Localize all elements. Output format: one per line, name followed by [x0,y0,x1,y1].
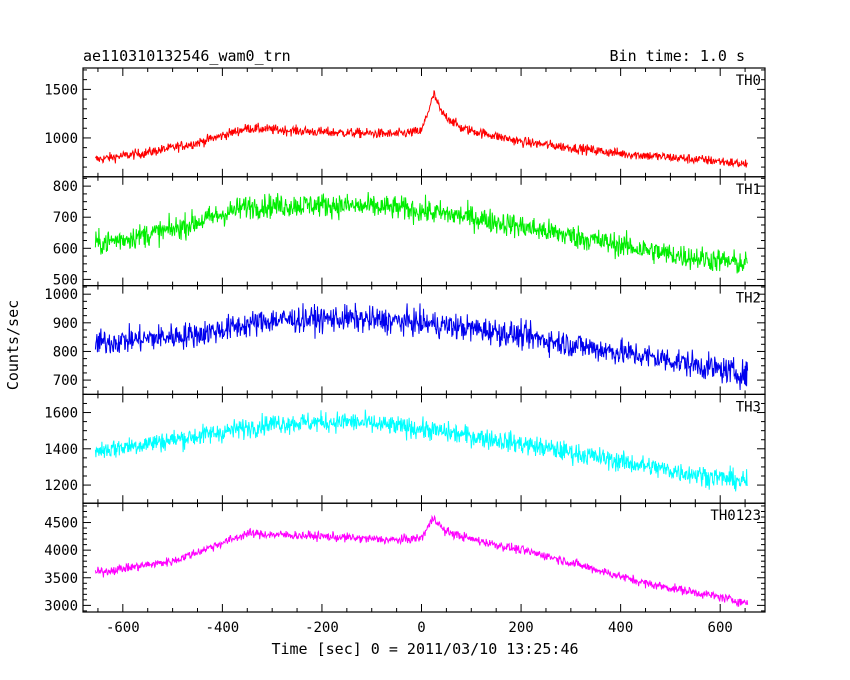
panel-th2-frame [82,285,766,396]
y-tick-label: 600 [53,241,78,257]
y-axis-label: Counts/sec [4,300,22,390]
y-tick-label: 1200 [44,478,78,494]
panel-th2-label: TH2 [736,291,761,307]
series-th2-line [94,302,749,391]
y-tick-label: 1500 [44,82,78,98]
x-tick-label: 0 [417,620,425,636]
y-tick-label: 4500 [44,516,78,532]
y-tick-label: 900 [53,316,78,332]
y-tick-label: 800 [53,179,78,195]
panel-th0-label: TH0 [736,73,761,89]
plot-title: ae110310132546_wam0_trn [83,47,291,65]
y-tick-label: 800 [53,344,78,360]
bin-time-label: Bin time: 1.0 s [610,47,745,65]
x-tick-label: 200 [508,620,533,636]
y-tick-label: 700 [53,210,78,226]
y-tick-label: 3000 [44,598,78,614]
series-th0123-line [94,514,749,608]
y-tick-label: 1000 [44,287,78,303]
y-tick-label: 1400 [44,442,78,458]
y-tick-label: 3500 [44,571,78,587]
panel-th3-frame [82,393,766,504]
y-tick-label: 700 [53,373,78,389]
panel-th3-label: TH3 [736,399,761,415]
y-tick-label: 1600 [44,406,78,422]
x-axis-label: Time [sec] 0 = 2011/03/10 13:25:46 [271,640,578,658]
panels-group: TH0 1000 1500 TH1 500 600 700 800 TH2 700 800 900 10… [44,67,766,636]
x-tick-label: -600 [106,620,140,636]
y-tick-label: 500 [53,272,78,288]
panel-th1-label: TH1 [736,182,761,198]
y-tick-label: 1000 [44,131,78,147]
panel-th0123-frame [82,502,766,613]
series-th1-line [94,191,748,274]
series-th0-line [94,90,748,168]
panel-th0123-label: TH0123 [710,508,761,524]
x-tick-label: -400 [206,620,240,636]
x-tick-label: -200 [305,620,339,636]
y-tick-label: 4000 [44,543,78,559]
series-th3-line [94,409,749,492]
x-tick-label: 400 [608,620,633,636]
x-tick-label: 600 [708,620,733,636]
